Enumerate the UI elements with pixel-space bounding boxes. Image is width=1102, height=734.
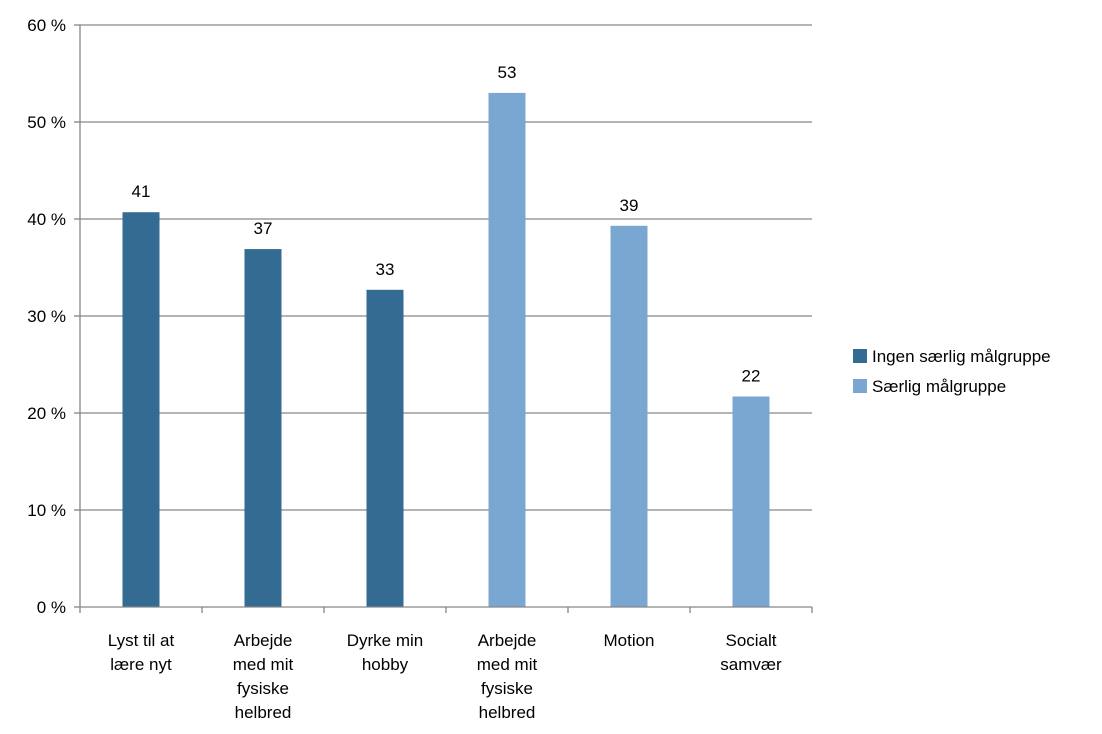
x-category-label-line: Lyst til at bbox=[108, 631, 175, 650]
data-label: 53 bbox=[498, 63, 517, 82]
x-category-label: Socialt samvær bbox=[720, 631, 782, 674]
gridlines bbox=[80, 24, 812, 511]
data-labels: 41 37 33 53 39 22 bbox=[132, 63, 761, 386]
bar bbox=[366, 289, 404, 607]
axes bbox=[79, 25, 813, 613]
y-tick-label: 0 % bbox=[37, 598, 66, 617]
bar bbox=[610, 225, 648, 608]
data-label: 22 bbox=[742, 367, 761, 386]
x-category-label-line: Dyrke min bbox=[347, 631, 424, 650]
x-category-label: Dyrke min hobby bbox=[347, 631, 424, 674]
y-tick-label: 50 % bbox=[27, 113, 66, 132]
x-category-label-line: Arbejde bbox=[234, 631, 293, 650]
x-category-label-line: lære nyt bbox=[110, 655, 172, 674]
x-category-label-line: med mit bbox=[477, 655, 538, 674]
x-category-label-line: helbred bbox=[479, 703, 536, 722]
x-category-label-line: Arbejde bbox=[478, 631, 537, 650]
bar bbox=[122, 212, 160, 607]
x-category-label-line: Socialt bbox=[725, 631, 776, 650]
data-label: 41 bbox=[132, 182, 151, 201]
y-tick-label: 20 % bbox=[27, 404, 66, 423]
legend-label: Ingen særlig målgruppe bbox=[872, 347, 1051, 366]
bars bbox=[122, 92, 770, 608]
bar bbox=[244, 249, 282, 607]
data-label: 37 bbox=[254, 219, 273, 238]
y-tick-label: 60 % bbox=[27, 16, 66, 35]
bar bbox=[488, 92, 526, 607]
x-category-label: Arbejde med mit fysiske helbred bbox=[477, 631, 538, 722]
x-category-label-line: hobby bbox=[362, 655, 409, 674]
x-category-label-line: Motion bbox=[603, 631, 654, 650]
y-axis-ticks: 0 % 10 % 20 % 30 % 40 % 50 % 60 % bbox=[27, 16, 80, 617]
bar bbox=[732, 396, 770, 607]
legend-swatch bbox=[853, 349, 867, 363]
legend-label: Særlig målgruppe bbox=[872, 377, 1006, 396]
x-category-label-line: fysiske bbox=[481, 679, 533, 698]
x-axis-labels: Lyst til at lære nyt Arbejde med mit fysiske… bbox=[108, 631, 782, 722]
legend-swatch bbox=[853, 379, 867, 393]
x-category-label-line: helbred bbox=[235, 703, 292, 722]
x-category-label: Arbejde med mit fysiske helbred bbox=[233, 631, 294, 722]
x-category-label: Motion bbox=[603, 631, 654, 650]
x-category-label-line: samvær bbox=[720, 655, 782, 674]
x-category-label-line: fysiske bbox=[237, 679, 289, 698]
x-category-label-line: med mit bbox=[233, 655, 294, 674]
legend: Ingen særlig målgruppe Særlig målgruppe bbox=[853, 347, 1051, 396]
x-category-label: Lyst til at lære nyt bbox=[108, 631, 175, 674]
y-tick-label: 40 % bbox=[27, 210, 66, 229]
data-label: 39 bbox=[620, 196, 639, 215]
data-label: 33 bbox=[376, 260, 395, 279]
y-tick-label: 30 % bbox=[27, 307, 66, 326]
y-tick-label: 10 % bbox=[27, 501, 66, 520]
